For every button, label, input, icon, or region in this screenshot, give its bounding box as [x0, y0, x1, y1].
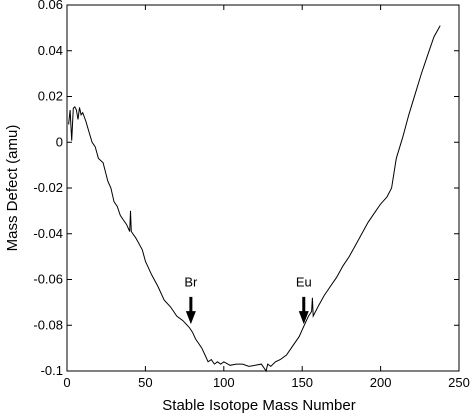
x-tick-label: 100 — [213, 375, 235, 390]
annotation-arrow-head — [298, 311, 309, 325]
y-tick-label: 0.06 — [38, 0, 63, 12]
y-tick-label: 0.04 — [38, 43, 63, 58]
y-tick-label: -0.1 — [41, 363, 63, 378]
plot-frame — [66, 4, 460, 372]
x-tick-label: 250 — [448, 375, 470, 390]
x-axis-title: Stable Isotope Mass Number — [162, 397, 355, 414]
annotation-label: Eu — [296, 274, 312, 289]
y-tick-label: 0.02 — [38, 89, 63, 104]
y-tick-label: -0.06 — [33, 272, 63, 287]
x-tick-label: 0 — [63, 375, 70, 390]
series-line — [68, 25, 441, 373]
annotation-arrow-head — [185, 311, 196, 325]
y-tick-label: 0 — [56, 134, 63, 149]
y-tick-label: -0.04 — [33, 226, 63, 241]
annotation-label: Br — [184, 274, 198, 289]
y-tick-label: -0.02 — [33, 180, 63, 195]
tick-labels-layer: 0 50 100 150 200 250 -0.1 -0.08 -0.06 -0.04 -0.02 0… — [33, 0, 469, 390]
y-tick-label: -0.08 — [33, 317, 63, 332]
x-tick-label: 200 — [370, 375, 392, 390]
x-tick-label: 50 — [138, 375, 152, 390]
ticks-layer — [66, 4, 460, 372]
annotations-layer: Br Eu — [184, 274, 312, 325]
y-axis-title: Mass Defect (amu) — [4, 125, 21, 252]
x-tick-label: 150 — [291, 375, 313, 390]
